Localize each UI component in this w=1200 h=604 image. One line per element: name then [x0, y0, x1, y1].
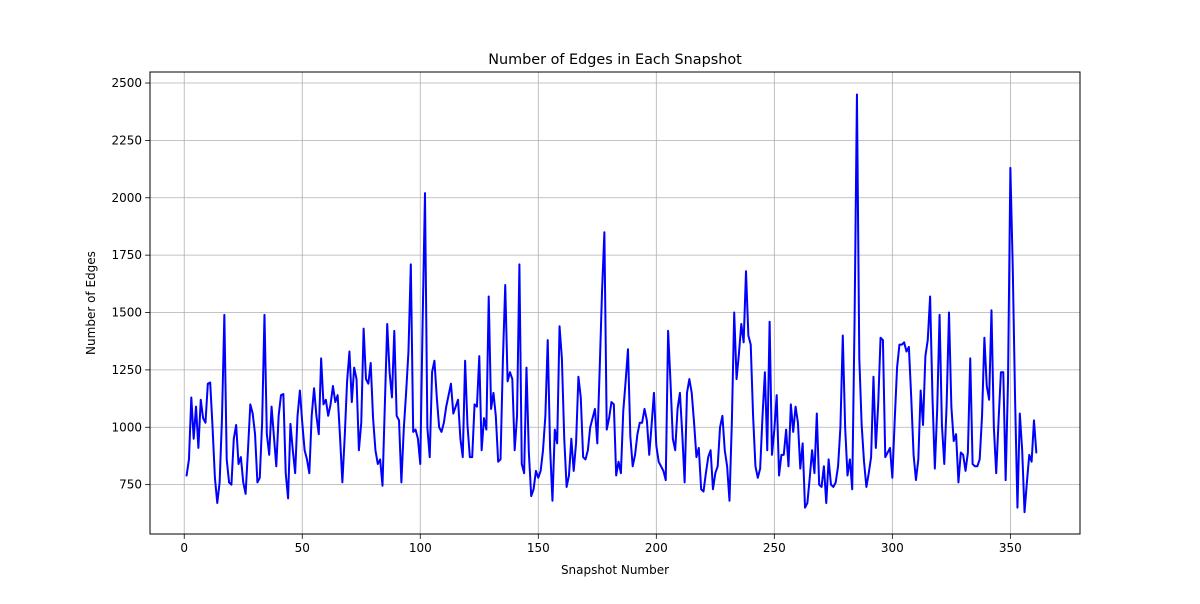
x-axis-label: Snapshot Number	[561, 563, 669, 577]
y-tick-label: 1500	[111, 306, 142, 320]
grid	[150, 72, 1080, 534]
y-axis-label: Number of Edges	[84, 251, 98, 355]
y-tick-label: 750	[119, 478, 142, 492]
y-axis-ticks: 750 1000 1250 1500 1750 2000 2250 2500	[111, 76, 150, 492]
y-tick-label: 1750	[111, 248, 142, 262]
chart-title: Number of Edges in Each Snapshot	[488, 52, 742, 68]
x-tick-label: 350	[999, 541, 1022, 555]
series-line-number-of-edges	[185, 93, 1038, 514]
x-tick-label: 50	[295, 541, 310, 555]
x-tick-label: 200	[645, 541, 668, 555]
series-layer	[185, 93, 1038, 514]
x-tick-label: 250	[763, 541, 786, 555]
y-tick-label: 1250	[111, 363, 142, 377]
x-tick-label: 0	[180, 541, 188, 555]
y-tick-label: 2000	[111, 191, 142, 205]
x-tick-label: 300	[881, 541, 904, 555]
y-tick-label: 1000	[111, 420, 142, 434]
x-tick-label: 150	[527, 541, 550, 555]
y-tick-label: 2250	[111, 133, 142, 147]
x-axis-ticks: 0 50 100 150 200 250 300 350	[180, 534, 1022, 555]
x-tick-label: 100	[409, 541, 432, 555]
y-tick-label: 2500	[111, 76, 142, 90]
plot-frame	[149, 71, 1081, 535]
